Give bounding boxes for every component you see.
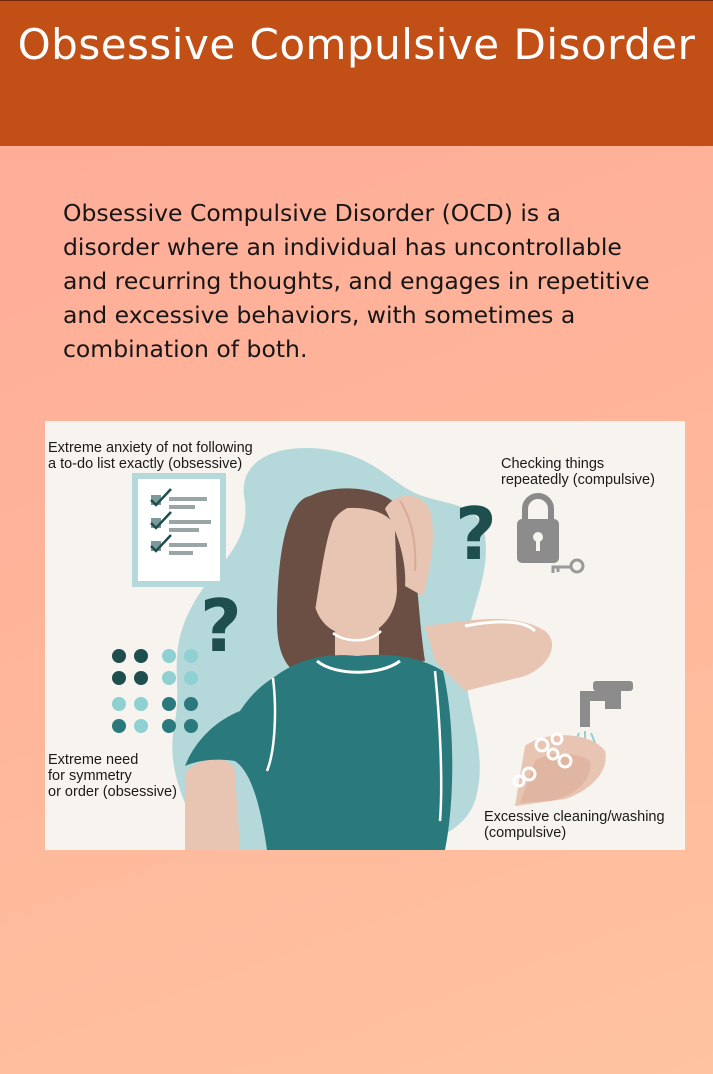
washing-hands: [515, 735, 606, 806]
question-mark-icon: ?: [455, 492, 497, 576]
faucet-icon: [574, 681, 633, 744]
header-bar: Obsessive Compulsive Disorder: [0, 0, 713, 146]
illustration-artwork: ? ?: [112, 448, 633, 850]
woman-figure: [185, 488, 553, 850]
caption-symmetry: Extreme need for symmetry or order (obse…: [48, 752, 177, 800]
soap-bubbles-icon: [512, 732, 573, 788]
caption-washing: Excessive cleaning/washing (compulsive): [484, 809, 665, 841]
dot-grid-icon: [112, 649, 198, 733]
key-icon: [551, 558, 585, 574]
ocd-illustration: ? ?: [45, 421, 685, 850]
page-title: Obsessive Compulsive Disorder: [17, 20, 696, 69]
checklist-icon: [132, 473, 226, 587]
question-mark-icon: ?: [200, 584, 242, 668]
caption-checking: Checking things repeatedly (compulsive): [501, 456, 655, 488]
caption-todo-list: Extreme anxiety of not following a to-do…: [48, 440, 253, 472]
intro-paragraph: Obsessive Compulsive Disorder (OCD) is a…: [63, 199, 650, 363]
padlock-icon: [517, 493, 559, 563]
